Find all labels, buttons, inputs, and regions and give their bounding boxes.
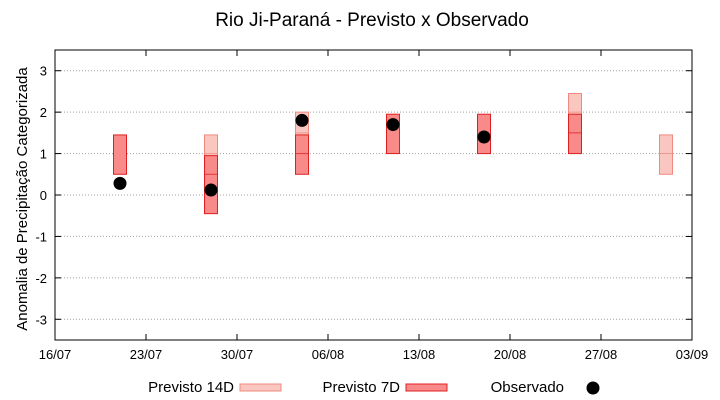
y-tick-layer: -3 -2 -1 0 1 2 3	[35, 64, 692, 327]
legend-previsto-7d: Previsto 7D	[322, 379, 448, 396]
plot-frame	[54, 49, 693, 341]
x-tick-label: 06/08	[312, 347, 345, 362]
grid-layer	[55, 70, 692, 320]
legend-observado-swatch	[586, 381, 600, 395]
observado-point	[386, 118, 400, 132]
x-tick-label: 23/07	[130, 347, 163, 362]
legend-observado: Observado	[491, 379, 600, 396]
x-tick-label: 03/09	[676, 347, 709, 362]
observado-point	[113, 176, 127, 190]
series-observado	[113, 113, 491, 197]
x-tick-label: 16/07	[39, 347, 72, 362]
legend-previsto-14d: Previsto 14D	[148, 379, 282, 396]
x-tick-label: 30/07	[221, 347, 254, 362]
observado-point	[204, 183, 218, 197]
legend-previsto-7d-swatch	[405, 383, 448, 392]
y-tick-label: 1	[40, 147, 47, 162]
legend-previsto-14d-swatch	[239, 383, 282, 392]
series-previsto-7d	[113, 113, 582, 215]
legend-observado-label: Observado	[491, 379, 564, 396]
chart-title: Rio Ji-Paraná - Previsto x Observado	[215, 10, 529, 31]
x-tick-label: 13/08	[403, 347, 436, 362]
y-axis-title-group: Anomalia de Precipitação Categorizada	[14, 67, 31, 331]
y-tick-label: -2	[35, 271, 47, 286]
previsto-7d-bar	[113, 134, 127, 175]
observado-point	[477, 130, 491, 144]
y-axis-title: Anomalia de Precipitação Categorizada	[14, 67, 31, 331]
y-tick-label: 2	[40, 105, 47, 120]
legend-previsto-14d-label: Previsto 14D	[148, 379, 234, 396]
observado-point	[295, 113, 309, 127]
previsto-7d-bar	[568, 113, 582, 155]
y-tick-label: -3	[35, 312, 47, 327]
legend-previsto-7d-label: Previsto 7D	[322, 379, 400, 396]
series-previsto-14d	[204, 93, 673, 175]
y-tick-label: 0	[40, 188, 47, 203]
x-tick-label: 20/08	[494, 347, 527, 362]
y-tick-label: -1	[35, 229, 47, 244]
legend: Previsto 14D Previsto 7D Observado	[148, 379, 600, 396]
previsto-14d-bar	[659, 134, 673, 175]
x-tick-label: 27/08	[585, 347, 618, 362]
y-tick-label: 3	[40, 64, 47, 79]
previsto-7d-bar	[295, 134, 309, 175]
x-tick-layer: 16/07 23/07 30/07 06/08 13/08 20/08 27/08 03/09	[39, 50, 709, 362]
